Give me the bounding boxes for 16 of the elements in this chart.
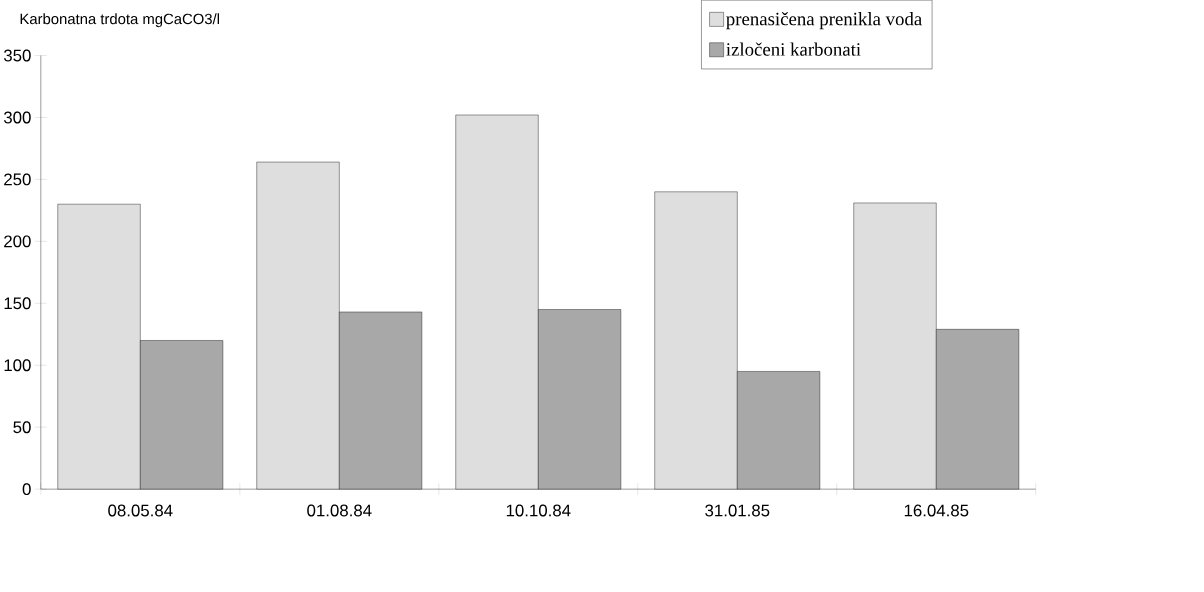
y-tick-label: 100	[4, 359, 31, 372]
y-tick-label: 50	[13, 421, 31, 434]
y-tick-label: 200	[4, 235, 31, 248]
x-tick-label: 01.08.84	[307, 504, 372, 517]
y-tick-label: 350	[3, 49, 31, 62]
x-tick-label: 08.05.84	[108, 504, 173, 517]
legend-label: prenasičena prenikla voda	[726, 12, 922, 30]
y-tick-label: 300	[3, 111, 31, 124]
legend-label: izločeni karbonati	[726, 42, 861, 56]
y-axis-title: Karbonatna trdota mgCaCO3/l	[20, 13, 219, 28]
y-tick-label: 250	[4, 173, 31, 186]
y-tick-label: 150	[4, 297, 31, 310]
x-tick-label: 10.10.84	[506, 504, 571, 517]
x-tick-label: 16.04.85	[904, 504, 969, 517]
x-tick-label: 31.01.85	[705, 504, 770, 517]
y-tick-label: 0	[22, 483, 31, 496]
